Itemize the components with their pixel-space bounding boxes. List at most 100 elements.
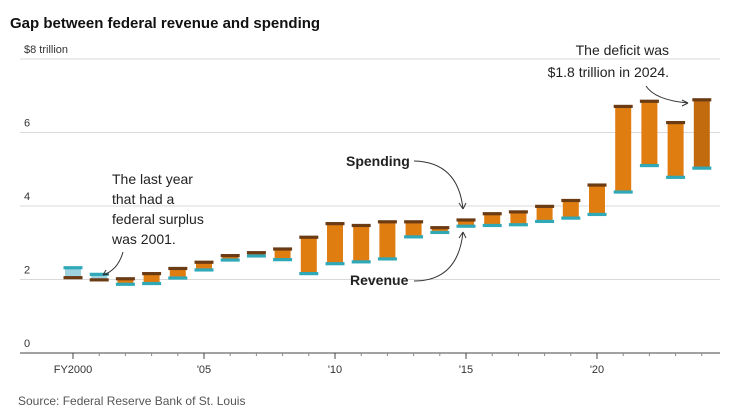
gap-bar-2000 <box>65 267 81 278</box>
spending-mark-2000 <box>63 276 83 280</box>
x-axis: FY2000 '05 '10 '15 '20 <box>20 352 720 376</box>
revenue-mark-2002 <box>115 282 135 286</box>
deficit-annotation: The deficit was $1.8 trillion in 2024. <box>548 42 689 107</box>
gap-bar-2014 <box>431 227 448 233</box>
y-axis-ticks: 0 2 4 6 $8 trillion <box>24 44 68 350</box>
revenue-mark-2011 <box>351 260 371 264</box>
revenue-mark-2019 <box>561 216 581 220</box>
spending-mark-2005 <box>194 260 214 264</box>
revenue-mark-2012 <box>377 257 397 261</box>
gap-bar-2003 <box>143 273 160 284</box>
revenue-mark-2014 <box>430 230 450 235</box>
revenue-mark-2016 <box>482 223 502 228</box>
gap-bar-2022 <box>641 101 658 166</box>
spending-mark-2010 <box>325 222 345 226</box>
revenue-mark-2010 <box>325 262 345 266</box>
revenue-mark-2017 <box>508 223 528 227</box>
spending-mark-2011 <box>351 223 371 228</box>
revenue-mark-2024 <box>692 166 712 170</box>
revenue-mark-2022 <box>639 163 659 168</box>
gap-bar-2006 <box>222 255 239 261</box>
bars-group <box>63 98 712 286</box>
gap-bar-2004 <box>169 268 186 279</box>
revenue-mark-2008 <box>273 258 293 262</box>
spending-mark-2020 <box>587 183 607 187</box>
spending-mark-2002 <box>115 277 135 281</box>
spending-mark-2022 <box>639 99 659 103</box>
gap-bar-2010 <box>327 223 343 264</box>
surplus-note-line-3: federal surplus <box>112 211 204 227</box>
revenue-mark-2003 <box>142 281 162 286</box>
gap-bar-2020 <box>589 185 605 215</box>
spending-mark-2006 <box>220 254 240 258</box>
revenue-arrow <box>413 231 464 282</box>
x-tick-label: '20 <box>590 364 604 376</box>
y-tick-label: 0 <box>24 338 30 350</box>
revenue-mark-2001 <box>89 272 109 276</box>
revenue-mark-2004 <box>168 276 188 280</box>
surplus-note-line-1: The last year <box>112 171 193 187</box>
surplus-annotation: The last year that had a federal surplus… <box>102 171 204 276</box>
gap-bar-2015 <box>458 219 474 227</box>
gap-bar-2008 <box>274 248 291 260</box>
gap-bar-2023 <box>667 122 684 178</box>
surplus-note-line-4: was 2001. <box>111 231 176 247</box>
spending-mark-2024 <box>692 98 712 102</box>
spending-label: Spending <box>346 153 410 169</box>
spending-mark-2008 <box>273 247 293 251</box>
spending-mark-2018 <box>535 204 555 208</box>
revenue-mark-2023 <box>666 175 686 179</box>
gap-bar-2017 <box>510 211 527 225</box>
y-tick-label: 2 <box>24 265 30 277</box>
gap-bar-2019 <box>562 200 579 219</box>
revenue-mark-2000 <box>63 266 83 270</box>
gap-bar-2009 <box>300 237 317 274</box>
revenue-annotation: Revenue <box>350 231 467 288</box>
deficit-arrowhead-icon <box>681 99 689 107</box>
spending-mark-2023 <box>666 120 686 125</box>
gap-bar-2021 <box>615 106 632 193</box>
gap-bar-2007 <box>248 252 265 256</box>
gap-bar-2005 <box>196 262 212 270</box>
spending-mark-2019 <box>561 198 581 203</box>
revenue-mark-2006 <box>220 258 240 262</box>
gap-bar-2016 <box>484 213 501 226</box>
spending-mark-2016 <box>482 212 502 216</box>
x-tick-label: '05 <box>197 364 211 376</box>
revenue-mark-2020 <box>587 212 607 217</box>
revenue-mark-2015 <box>456 224 476 228</box>
revenue-label: Revenue <box>350 272 409 288</box>
spending-mark-2009 <box>299 235 319 239</box>
y-tick-label: $8 trillion <box>24 44 68 56</box>
chart-title: Gap between federal revenue and spending <box>10 15 320 32</box>
revenue-mark-2013 <box>404 235 424 239</box>
gap-bar-2001 <box>91 274 108 280</box>
revenue-mark-2021 <box>613 190 633 194</box>
surplus-arrowhead-icon <box>102 269 110 276</box>
spending-mark-2015 <box>456 218 476 222</box>
deficit-note-line-2: $1.8 trillion in 2024. <box>548 64 669 80</box>
revenue-mark-2005 <box>194 268 214 272</box>
revenue-mark-2018 <box>535 219 555 224</box>
deficit-note-line-1: The deficit was <box>576 42 669 58</box>
x-tick-label: '15 <box>459 364 473 376</box>
spending-arrowhead-icon <box>458 202 467 210</box>
y-tick-label: 6 <box>24 118 30 130</box>
spending-mark-2007 <box>246 251 266 255</box>
revenue-mark-2009 <box>299 272 319 276</box>
spending-mark-2001 <box>89 278 109 282</box>
revenue-arrowhead-icon <box>458 231 467 239</box>
gap-bar-2012 <box>379 221 396 259</box>
x-tick-label: FY2000 <box>54 364 93 376</box>
surplus-arrow <box>102 251 124 276</box>
source-note: Source: Federal Reserve Bank of St. Loui… <box>18 394 245 408</box>
spending-mark-2004 <box>168 266 188 271</box>
gap-bar-2002 <box>117 278 134 285</box>
spending-mark-2014 <box>430 226 450 230</box>
deficit-arrow <box>645 85 689 104</box>
spending-mark-2003 <box>142 272 162 276</box>
y-tick-label: 4 <box>24 191 30 203</box>
gap-bar-2013 <box>405 221 422 237</box>
spending-mark-2021 <box>613 104 633 109</box>
